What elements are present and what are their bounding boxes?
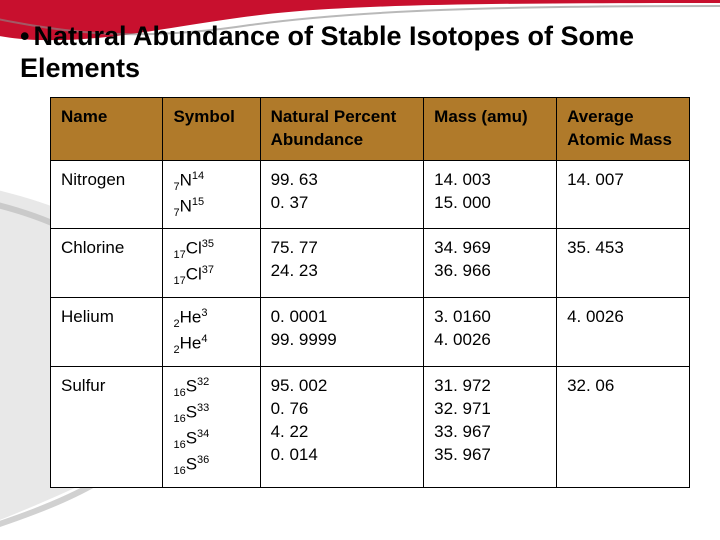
cell-symbol: 16S3216S3316S3416S36: [163, 367, 260, 488]
cell-name: Helium: [51, 298, 163, 367]
cell-symbol: 2He32He4: [163, 298, 260, 367]
isotope-symbol: 16S34: [173, 427, 249, 453]
isotope-symbol: 16S36: [173, 453, 249, 479]
cell-avg-mass: 14. 007: [557, 160, 690, 229]
cell-abundance: 99. 630. 37: [260, 160, 424, 229]
abundance-value: 75. 77: [271, 237, 414, 260]
cell-abundance: 0. 000199. 9999: [260, 298, 424, 367]
isotope-symbol: 16S33: [173, 401, 249, 427]
abundance-value: 24. 23: [271, 260, 414, 283]
col-header-abundance: Natural Percent Abundance: [260, 97, 424, 160]
col-header-mass: Mass (amu): [424, 97, 557, 160]
cell-avg-mass: 32. 06: [557, 367, 690, 488]
abundance-value: 99. 9999: [271, 329, 414, 352]
cell-mass: 34. 96936. 966: [424, 229, 557, 298]
cell-mass: 14. 00315. 000: [424, 160, 557, 229]
mass-value: 34. 969: [434, 237, 546, 260]
abundance-value: 0. 37: [271, 192, 414, 215]
abundance-value: 0. 0001: [271, 306, 414, 329]
cell-abundance: 75. 7724. 23: [260, 229, 424, 298]
isotope-symbol: 17Cl35: [173, 237, 249, 263]
mass-value: 36. 966: [434, 260, 546, 283]
cell-avg-mass: 35. 453: [557, 229, 690, 298]
abundance-value: 95. 002: [271, 375, 414, 398]
col-header-name: Name: [51, 97, 163, 160]
isotope-symbol: 2He3: [173, 306, 249, 332]
cell-abundance: 95. 0020. 764. 220. 014: [260, 367, 424, 488]
cell-symbol: 7N147N15: [163, 160, 260, 229]
isotope-symbol: 7N14: [173, 169, 249, 195]
isotope-table: Name Symbol Natural Percent Abundance Ma…: [50, 97, 690, 488]
cell-mass: 31. 97232. 97133. 96735. 967: [424, 367, 557, 488]
isotope-symbol: 16S32: [173, 375, 249, 401]
col-header-symbol: Symbol: [163, 97, 260, 160]
mass-value: 4. 0026: [434, 329, 546, 352]
mass-value: 3. 0160: [434, 306, 546, 329]
mass-value: 14. 003: [434, 169, 546, 192]
table-row: Helium2He32He40. 000199. 99993. 01604. 0…: [51, 298, 690, 367]
isotope-symbol: 2He4: [173, 332, 249, 358]
isotope-symbol: 17Cl37: [173, 263, 249, 289]
abundance-value: 0. 014: [271, 444, 414, 467]
mass-value: 32. 971: [434, 398, 546, 421]
cell-name: Sulfur: [51, 367, 163, 488]
cell-name: Chlorine: [51, 229, 163, 298]
cell-mass: 3. 01604. 0026: [424, 298, 557, 367]
table-row: Nitrogen7N147N1599. 630. 3714. 00315. 00…: [51, 160, 690, 229]
abundance-value: 99. 63: [271, 169, 414, 192]
mass-value: 31. 972: [434, 375, 546, 398]
mass-value: 15. 000: [434, 192, 546, 215]
bullet-icon: •: [20, 21, 29, 51]
cell-name: Nitrogen: [51, 160, 163, 229]
col-header-avg-mass: Average Atomic Mass: [557, 97, 690, 160]
abundance-value: 0. 76: [271, 398, 414, 421]
cell-symbol: 17Cl3517Cl37: [163, 229, 260, 298]
isotope-symbol: 7N15: [173, 195, 249, 221]
mass-value: 35. 967: [434, 444, 546, 467]
table-row: Sulfur16S3216S3316S3416S3695. 0020. 764.…: [51, 367, 690, 488]
cell-avg-mass: 4. 0026: [557, 298, 690, 367]
table-row: Chlorine17Cl3517Cl3775. 7724. 2334. 9693…: [51, 229, 690, 298]
title-text: Natural Abundance of Stable Isotopes of …: [20, 21, 634, 83]
mass-value: 33. 967: [434, 421, 546, 444]
table-header-row: Name Symbol Natural Percent Abundance Ma…: [51, 97, 690, 160]
page-title: •Natural Abundance of Stable Isotopes of…: [20, 20, 700, 85]
abundance-value: 4. 22: [271, 421, 414, 444]
